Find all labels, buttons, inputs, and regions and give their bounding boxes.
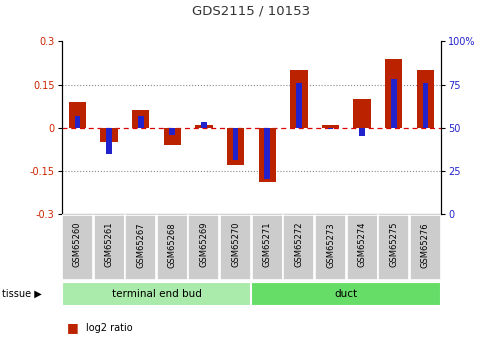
Text: tissue ▶: tissue ▶: [2, 289, 42, 299]
Bar: [353, 99, 371, 128]
Bar: [227, 128, 245, 165]
Text: GSM65272: GSM65272: [294, 222, 303, 267]
Bar: [138, 116, 143, 128]
Text: GSM65273: GSM65273: [326, 222, 335, 268]
Bar: [252, 215, 283, 280]
Bar: [410, 215, 441, 280]
Bar: [417, 70, 434, 128]
Text: GSM65267: GSM65267: [136, 222, 145, 268]
Text: GSM65269: GSM65269: [200, 222, 209, 267]
Bar: [164, 128, 181, 145]
Bar: [385, 59, 402, 128]
Bar: [322, 125, 339, 128]
Bar: [258, 128, 276, 182]
Text: GSM65268: GSM65268: [168, 222, 177, 268]
Bar: [290, 70, 308, 128]
Bar: [170, 128, 175, 135]
Bar: [251, 283, 441, 306]
Text: ■: ■: [67, 321, 78, 334]
Text: GSM65270: GSM65270: [231, 222, 240, 267]
Bar: [132, 110, 149, 128]
Text: GDS2115 / 10153: GDS2115 / 10153: [192, 4, 311, 17]
Bar: [359, 128, 365, 136]
Text: GSM65260: GSM65260: [73, 222, 82, 267]
Bar: [391, 79, 397, 128]
Text: terminal end bud: terminal end bud: [111, 289, 202, 299]
Bar: [328, 128, 333, 129]
Bar: [62, 215, 93, 280]
Bar: [195, 125, 212, 128]
Text: GSM65275: GSM65275: [389, 222, 398, 267]
Text: GSM65271: GSM65271: [263, 222, 272, 267]
Text: GSM65276: GSM65276: [421, 222, 430, 268]
Bar: [201, 122, 207, 128]
Bar: [378, 215, 409, 280]
Bar: [188, 215, 219, 280]
Text: duct: duct: [335, 289, 358, 299]
Bar: [125, 215, 156, 280]
Bar: [62, 283, 251, 306]
Bar: [220, 215, 251, 280]
Bar: [296, 83, 302, 128]
Bar: [264, 128, 270, 179]
Bar: [101, 128, 118, 142]
Text: GSM65261: GSM65261: [105, 222, 113, 267]
Bar: [423, 83, 428, 128]
Text: log2 ratio: log2 ratio: [86, 323, 133, 333]
Bar: [74, 116, 80, 128]
Bar: [315, 215, 346, 280]
Bar: [233, 128, 239, 160]
Bar: [347, 215, 378, 280]
Bar: [106, 128, 112, 154]
Bar: [157, 215, 188, 280]
Bar: [283, 215, 315, 280]
Bar: [94, 215, 125, 280]
Bar: [69, 102, 86, 128]
Text: GSM65274: GSM65274: [357, 222, 367, 267]
